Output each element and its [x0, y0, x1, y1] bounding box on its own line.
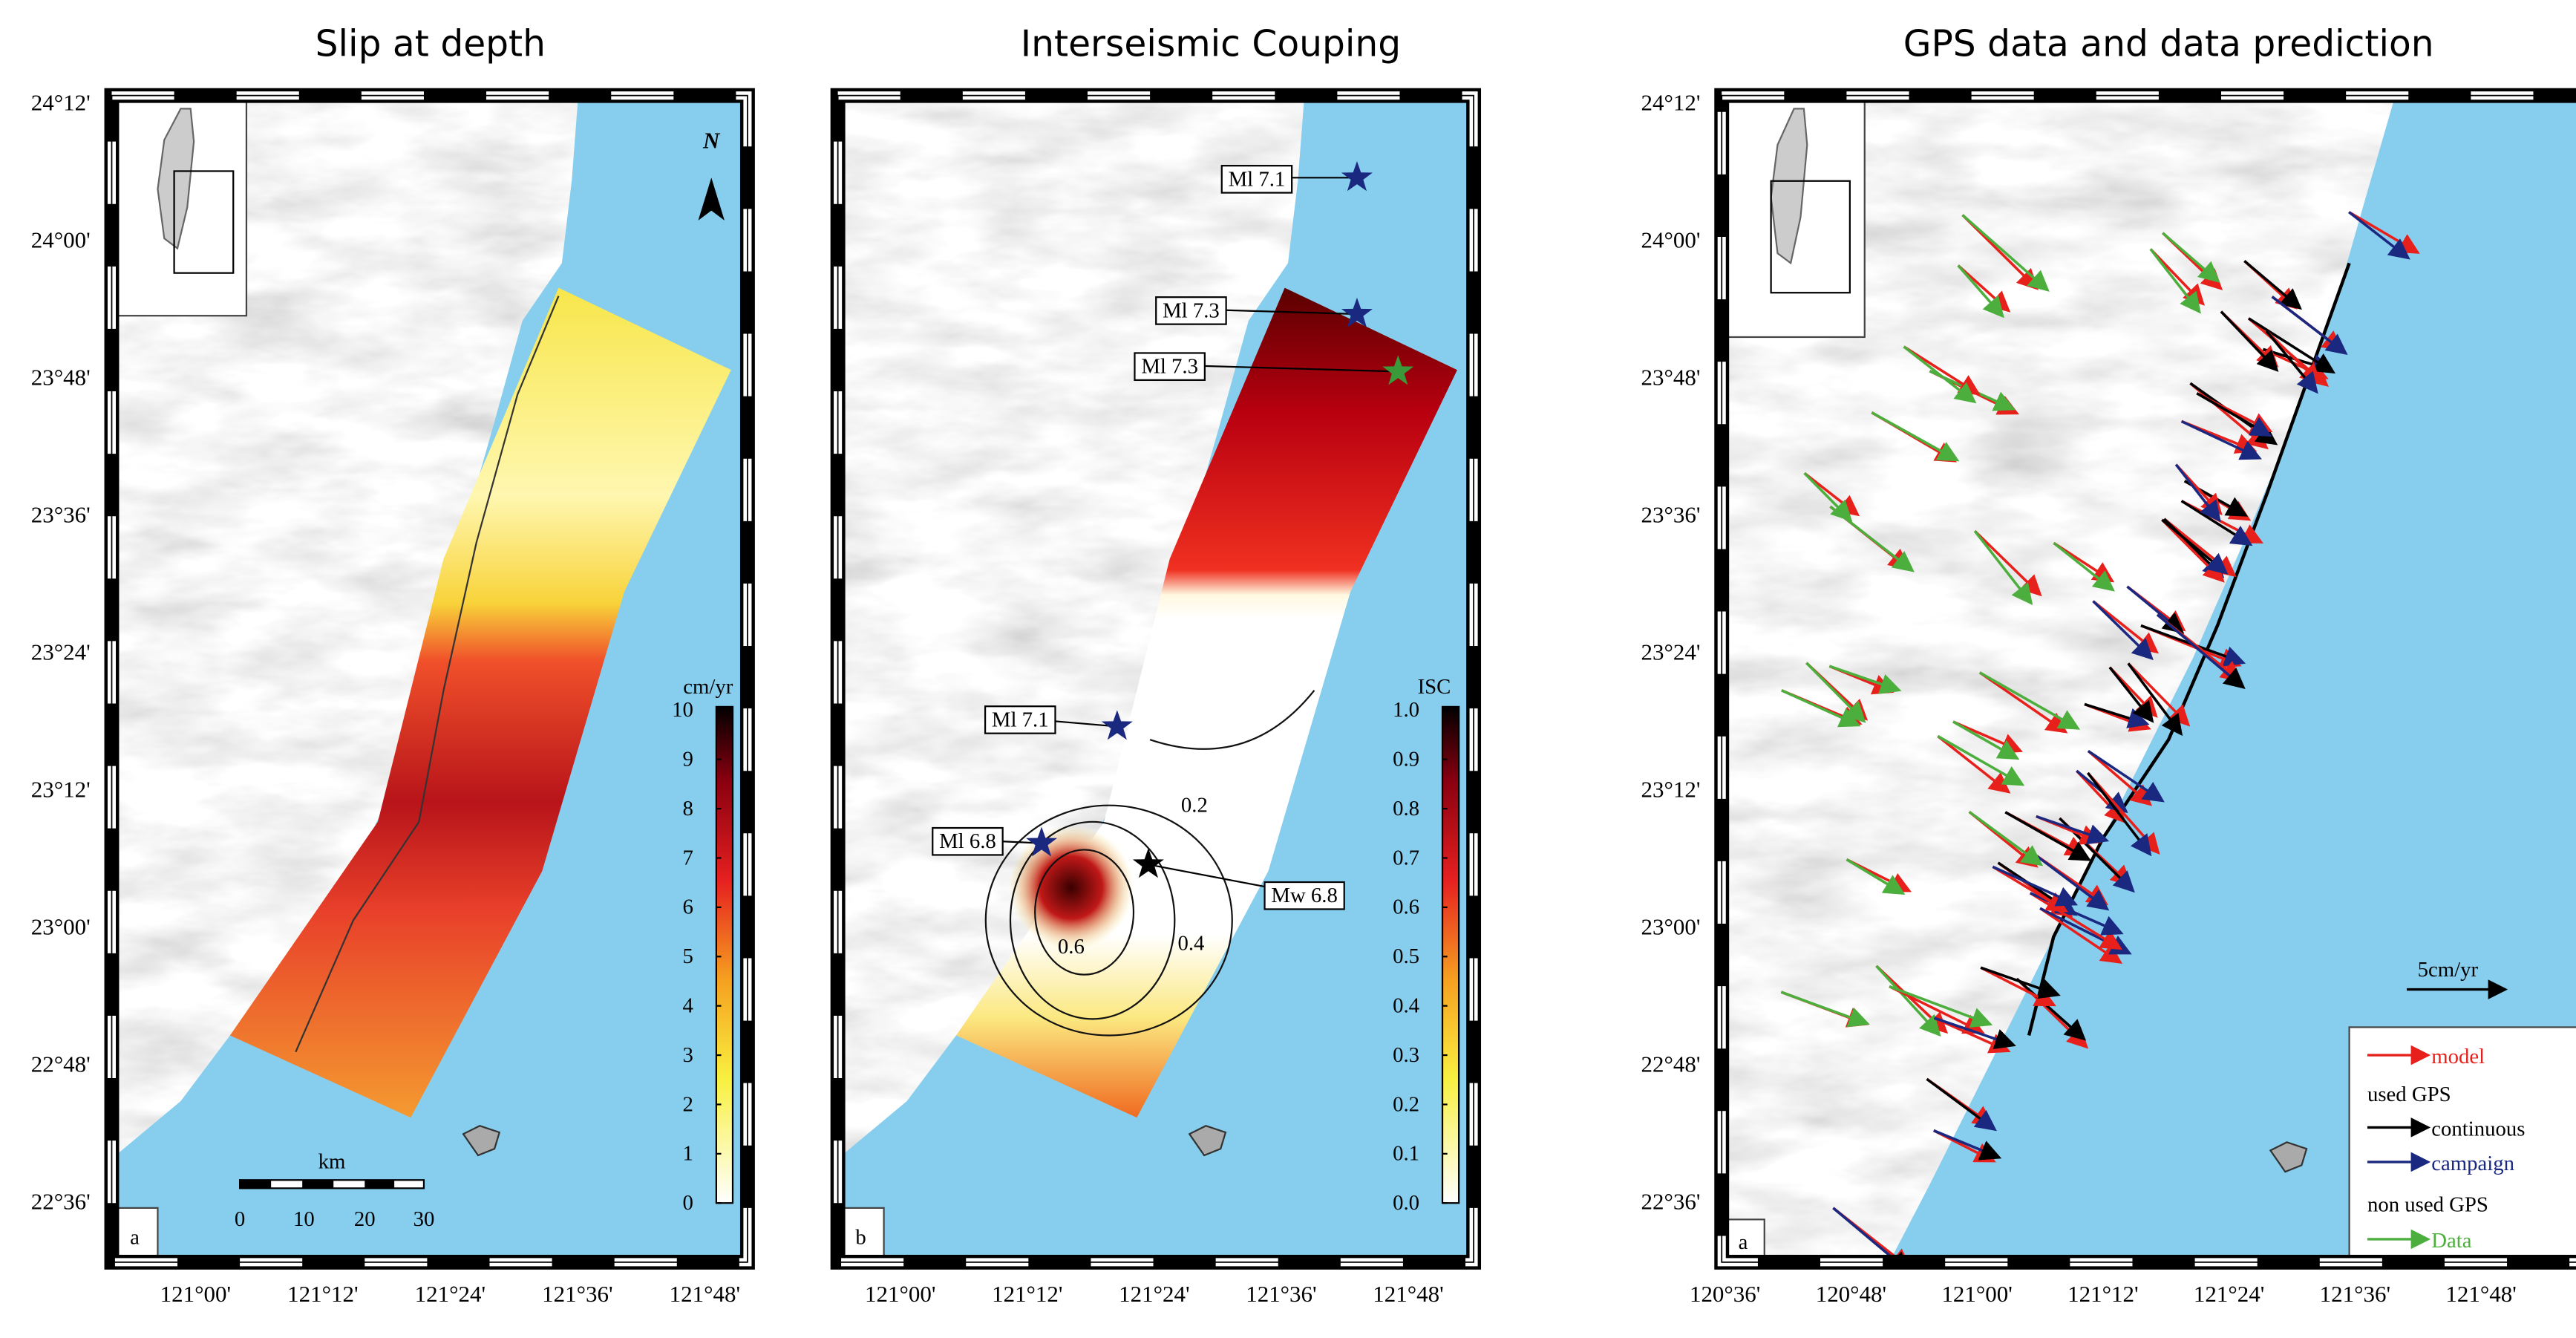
- x-tick-label: 121°48': [670, 1281, 740, 1307]
- colorbar-tick-label: 4: [683, 994, 693, 1018]
- annotation: Mw 6.8: [1271, 884, 1337, 907]
- colorbar-tick-label: 0.0: [1393, 1191, 1419, 1215]
- legend-label: continuous: [2431, 1117, 2525, 1140]
- colorbar-tick-label: 1: [683, 1142, 693, 1166]
- x-tick-label: 121°36': [1246, 1281, 1316, 1307]
- colorbar: [1442, 707, 1459, 1203]
- y-tick-label: 24°00': [1641, 227, 1701, 253]
- legend-label: Data: [2431, 1229, 2472, 1253]
- colorbar-tick-label: 0.8: [1393, 797, 1419, 820]
- colorbar-tick-label: 5: [683, 944, 693, 968]
- x-tick-label: 121°12': [287, 1281, 358, 1307]
- colorbar-tick-label: 8: [683, 797, 693, 820]
- scale-label: 5cm/yr: [2418, 958, 2479, 982]
- panel-label: a: [130, 1226, 140, 1250]
- y-tick-label: 23°48': [1641, 365, 1701, 391]
- contour-label: 0.4: [1177, 931, 1204, 955]
- scale-bar: [240, 1180, 424, 1188]
- y-tick-label: 24°12': [1641, 90, 1701, 116]
- map-a: N cm/yr km a: [111, 96, 747, 1262]
- colorbar-label: ISC: [1418, 675, 1451, 699]
- scale-tick-label: 30: [413, 1207, 435, 1231]
- x-tick-label: 121°12': [2067, 1281, 2138, 1307]
- panel-label: a: [1739, 1230, 1748, 1254]
- x-tick-label: 121°48': [1373, 1281, 1443, 1307]
- colorbar-tick-label: 0.3: [1393, 1043, 1419, 1067]
- coupling-peak: [1009, 825, 1134, 950]
- panel-title: GPS data and data prediction: [1903, 24, 2434, 65]
- y-tick-label: 23°12': [1641, 777, 1701, 803]
- north-label: N: [702, 127, 721, 153]
- colorbar-tick-label: 0.4: [1393, 994, 1419, 1018]
- x-tick-label: 121°00': [160, 1281, 231, 1307]
- x-tick-label: 121°24': [2194, 1281, 2264, 1307]
- map-c: 5cm/yr model used GPS continuous campaig…: [1722, 96, 2576, 1272]
- y-tick-label: 23°36': [31, 502, 91, 528]
- colorbar-tick-label: 2: [683, 1092, 693, 1116]
- colorbar-tick-label: 10: [672, 698, 693, 722]
- colorbar-tick-label: 0.9: [1393, 748, 1419, 771]
- contour-label: 0.6: [1058, 935, 1085, 959]
- y-tick-label: 22°48': [31, 1051, 91, 1077]
- legend-label: campaign: [2431, 1152, 2514, 1175]
- colorbar-tick-label: 0.7: [1393, 846, 1419, 869]
- x-tick-label: 121°36': [2320, 1281, 2390, 1307]
- colorbar-tick-label: 0.1: [1393, 1142, 1419, 1166]
- panel-title: Interseismic Couping: [1021, 24, 1401, 65]
- legend-label: non used GPS: [2367, 1192, 2488, 1216]
- x-tick-label: 121°00': [865, 1281, 935, 1307]
- colorbar-tick-label: 7: [683, 846, 693, 869]
- colorbar-tick-label: 0.6: [1393, 895, 1419, 919]
- annotation: Ml 7.1: [992, 708, 1049, 731]
- y-tick-label: 22°48': [1641, 1051, 1701, 1077]
- colorbar-tick-label: 0: [683, 1191, 693, 1215]
- y-tick-label: 24°12': [31, 90, 91, 116]
- x-tick-label: 120°36': [1690, 1281, 1760, 1307]
- panel-title: Slip at depth: [316, 24, 546, 65]
- annotation: Ml 6.8: [939, 829, 996, 853]
- colorbar-tick-label: 0.2: [1393, 1092, 1419, 1116]
- scale-tick-label: 20: [354, 1207, 376, 1231]
- x-tick-label: 120°48': [1816, 1281, 1886, 1307]
- legend-label: model: [2431, 1045, 2485, 1068]
- y-tick-label: 23°12': [31, 777, 91, 803]
- colorbar-label: cm/yr: [683, 675, 733, 699]
- y-tick-label: 24°00': [31, 227, 91, 253]
- scale-tick-label: 0: [235, 1207, 245, 1231]
- y-tick-label: 23°00': [1641, 914, 1701, 940]
- x-tick-label: 121°12': [992, 1281, 1062, 1307]
- y-tick-label: 23°36': [1641, 502, 1701, 528]
- x-tick-label: 121°24': [415, 1281, 486, 1307]
- legend-label: used GPS: [2367, 1083, 2451, 1106]
- page: {"panels":[ {"title":"Slip at depth", "y…: [0, 0, 2576, 1338]
- colorbar-tick-label: 1.0: [1393, 698, 1419, 722]
- y-tick-label: 22°36': [31, 1189, 91, 1215]
- x-tick-label: 121°36': [542, 1281, 612, 1307]
- y-tick-label: 22°36': [1641, 1189, 1701, 1215]
- scale-label: km: [318, 1150, 346, 1174]
- colorbar-tick-label: 9: [683, 748, 693, 771]
- y-tick-label: 23°48': [31, 365, 91, 391]
- y-tick-label: 23°00': [31, 914, 91, 940]
- scale-tick-label: 10: [293, 1207, 315, 1231]
- colorbar-tick-label: 0.5: [1393, 944, 1419, 968]
- contour-label: 0.2: [1181, 794, 1208, 818]
- panel-label: b: [855, 1226, 866, 1250]
- figure: N cm/yr km a ISC b 5cm/yr model used GPS…: [0, 0, 2576, 1338]
- x-tick-label: 121°48': [2445, 1281, 2516, 1307]
- map-b: ISC b: [838, 96, 1474, 1262]
- colorbar-tick-label: 3: [683, 1043, 693, 1067]
- annotation: Ml 7.3: [1163, 298, 1220, 322]
- y-tick-label: 23°24': [31, 639, 91, 665]
- annotation: Ml 7.3: [1141, 355, 1198, 379]
- x-tick-label: 121°24': [1119, 1281, 1189, 1307]
- colorbar: [716, 707, 733, 1203]
- x-tick-label: 121°00': [1941, 1281, 2012, 1307]
- colorbar-tick-label: 6: [683, 895, 693, 919]
- annotation: Ml 7.1: [1229, 167, 1286, 191]
- y-tick-label: 23°24': [1641, 639, 1701, 665]
